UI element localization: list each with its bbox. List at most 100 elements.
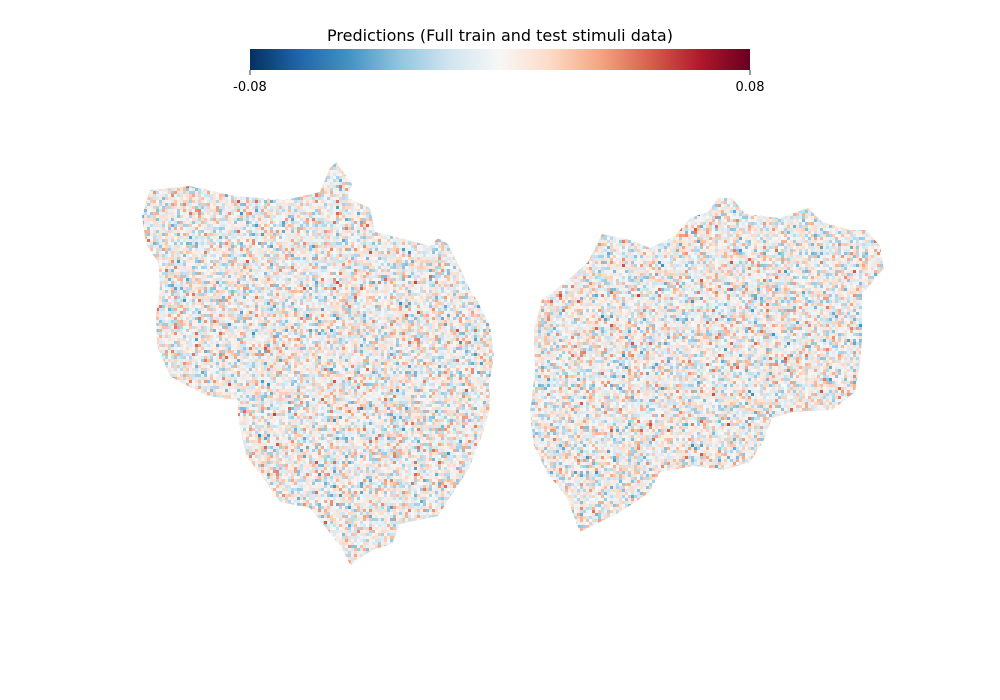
left-hemisphere-vertex [465, 233, 468, 236]
left-hemisphere-vertex [216, 245, 219, 248]
left-hemisphere-vertex [324, 203, 327, 206]
left-hemisphere-vertex [324, 275, 327, 278]
left-hemisphere-vertex [159, 278, 162, 281]
left-hemisphere-vertex [450, 248, 453, 251]
left-hemisphere-vertex [267, 206, 270, 209]
left-hemisphere-vertex [336, 176, 339, 179]
left-hemisphere-vertex [483, 236, 486, 239]
left-hemisphere-vertex [351, 179, 354, 182]
left-hemisphere-vertex [150, 158, 153, 161]
left-hemisphere-vertex [201, 197, 204, 200]
left-hemisphere-vertex [489, 185, 492, 188]
left-hemisphere-vertex [147, 236, 150, 239]
left-hemisphere-vertex [198, 212, 201, 215]
left-hemisphere-vertex [345, 191, 348, 194]
left-hemisphere-vertex [420, 221, 423, 224]
left-hemisphere-vertex [279, 278, 282, 281]
left-hemisphere-vertex [423, 164, 426, 167]
left-hemisphere-vertex [267, 191, 270, 194]
left-hemisphere-vertex [210, 200, 213, 203]
left-hemisphere-vertex [282, 215, 285, 218]
left-hemisphere-vertex [219, 173, 222, 176]
left-hemisphere-vertex [489, 197, 492, 200]
left-hemisphere-vertex [369, 191, 372, 194]
left-hemisphere-vertex [228, 185, 231, 188]
left-hemisphere-vertex [150, 245, 153, 248]
left-hemisphere-vertex [264, 269, 267, 272]
left-hemisphere-vertex [249, 281, 252, 284]
left-hemisphere-vertex [423, 194, 426, 197]
left-hemisphere-vertex [321, 272, 324, 275]
left-hemisphere-vertex [309, 275, 312, 278]
left-hemisphere-vertex [294, 260, 297, 263]
left-hemisphere-vertex [324, 188, 327, 191]
left-hemisphere-vertex [381, 197, 384, 200]
left-hemisphere-vertex [480, 272, 483, 275]
left-hemisphere-vertex [159, 281, 162, 284]
left-hemisphere-vertex [300, 212, 303, 215]
left-hemisphere-vertex [480, 269, 483, 272]
left-hemisphere-vertex [444, 275, 447, 278]
left-hemisphere-vertex [210, 162, 213, 164]
left-hemisphere-vertex [186, 239, 189, 242]
left-hemisphere-vertex [453, 236, 456, 239]
left-hemisphere-vertex [240, 248, 243, 251]
left-hemisphere-vertex [174, 269, 177, 272]
left-hemisphere-vertex [330, 218, 333, 221]
left-hemisphere-vertex [402, 278, 405, 281]
left-hemisphere-vertex [462, 257, 465, 260]
left-hemisphere-vertex [318, 158, 321, 161]
left-hemisphere-vertex [381, 272, 384, 275]
left-hemisphere-vertex [153, 266, 156, 269]
left-hemisphere-vertex [393, 182, 396, 185]
left-hemisphere-vertex [225, 251, 228, 254]
left-hemisphere-vertex [186, 275, 189, 278]
left-hemisphere-vertex [282, 164, 285, 167]
left-hemisphere-vertex [366, 263, 369, 266]
left-hemisphere-vertex [246, 170, 249, 173]
left-hemisphere-vertex [465, 158, 468, 161]
left-hemisphere-vertex [414, 239, 417, 242]
left-hemisphere-vertex [393, 197, 396, 200]
left-hemisphere-vertex [303, 248, 306, 251]
left-hemisphere-vertex [231, 218, 234, 221]
left-hemisphere-vertex [294, 251, 297, 254]
left-hemisphere-vertex [237, 275, 240, 278]
left-hemisphere-vertex [402, 197, 405, 200]
left-hemisphere-vertex [459, 227, 462, 230]
left-hemisphere-vertex [384, 224, 387, 227]
left-hemisphere-vertex [492, 167, 494, 170]
left-hemisphere-vertex [381, 188, 384, 191]
left-hemisphere-vertex [324, 212, 327, 215]
left-hemisphere-vertex [492, 164, 494, 167]
left-hemisphere-vertex [300, 248, 303, 251]
left-hemisphere-vertex [486, 269, 489, 272]
left-hemisphere-vertex [288, 203, 291, 206]
left-hemisphere-vertex [396, 275, 399, 278]
left-hemisphere-vertex [159, 191, 162, 194]
left-hemisphere-vertex [231, 173, 234, 176]
left-hemisphere-vertex [165, 185, 168, 188]
left-hemisphere-vertex [216, 242, 219, 245]
left-hemisphere-vertex [333, 227, 336, 230]
left-hemisphere-vertex [270, 281, 273, 284]
left-hemisphere-vertex [258, 215, 261, 218]
left-hemisphere-vertex [195, 197, 198, 200]
left-hemisphere-vertex [150, 164, 153, 167]
left-hemisphere-vertex [492, 200, 494, 203]
left-hemisphere-vertex [174, 197, 177, 200]
left-hemisphere-vertex [297, 191, 300, 194]
left-hemisphere-vertex [276, 233, 279, 236]
left-hemisphere-vertex [282, 188, 285, 191]
left-hemisphere-vertex [480, 257, 483, 260]
left-hemisphere-vertex [189, 248, 192, 251]
left-hemisphere-vertex [189, 170, 192, 173]
left-hemisphere-vertex [393, 242, 396, 245]
left-hemisphere-vertex [189, 162, 192, 164]
left-hemisphere-vertex [168, 245, 171, 248]
left-hemisphere-vertex [225, 173, 228, 176]
left-hemisphere-vertex [360, 158, 363, 161]
left-hemisphere-vertex [150, 173, 153, 176]
left-hemisphere-vertex [411, 269, 414, 272]
left-hemisphere-vertex [297, 254, 300, 257]
